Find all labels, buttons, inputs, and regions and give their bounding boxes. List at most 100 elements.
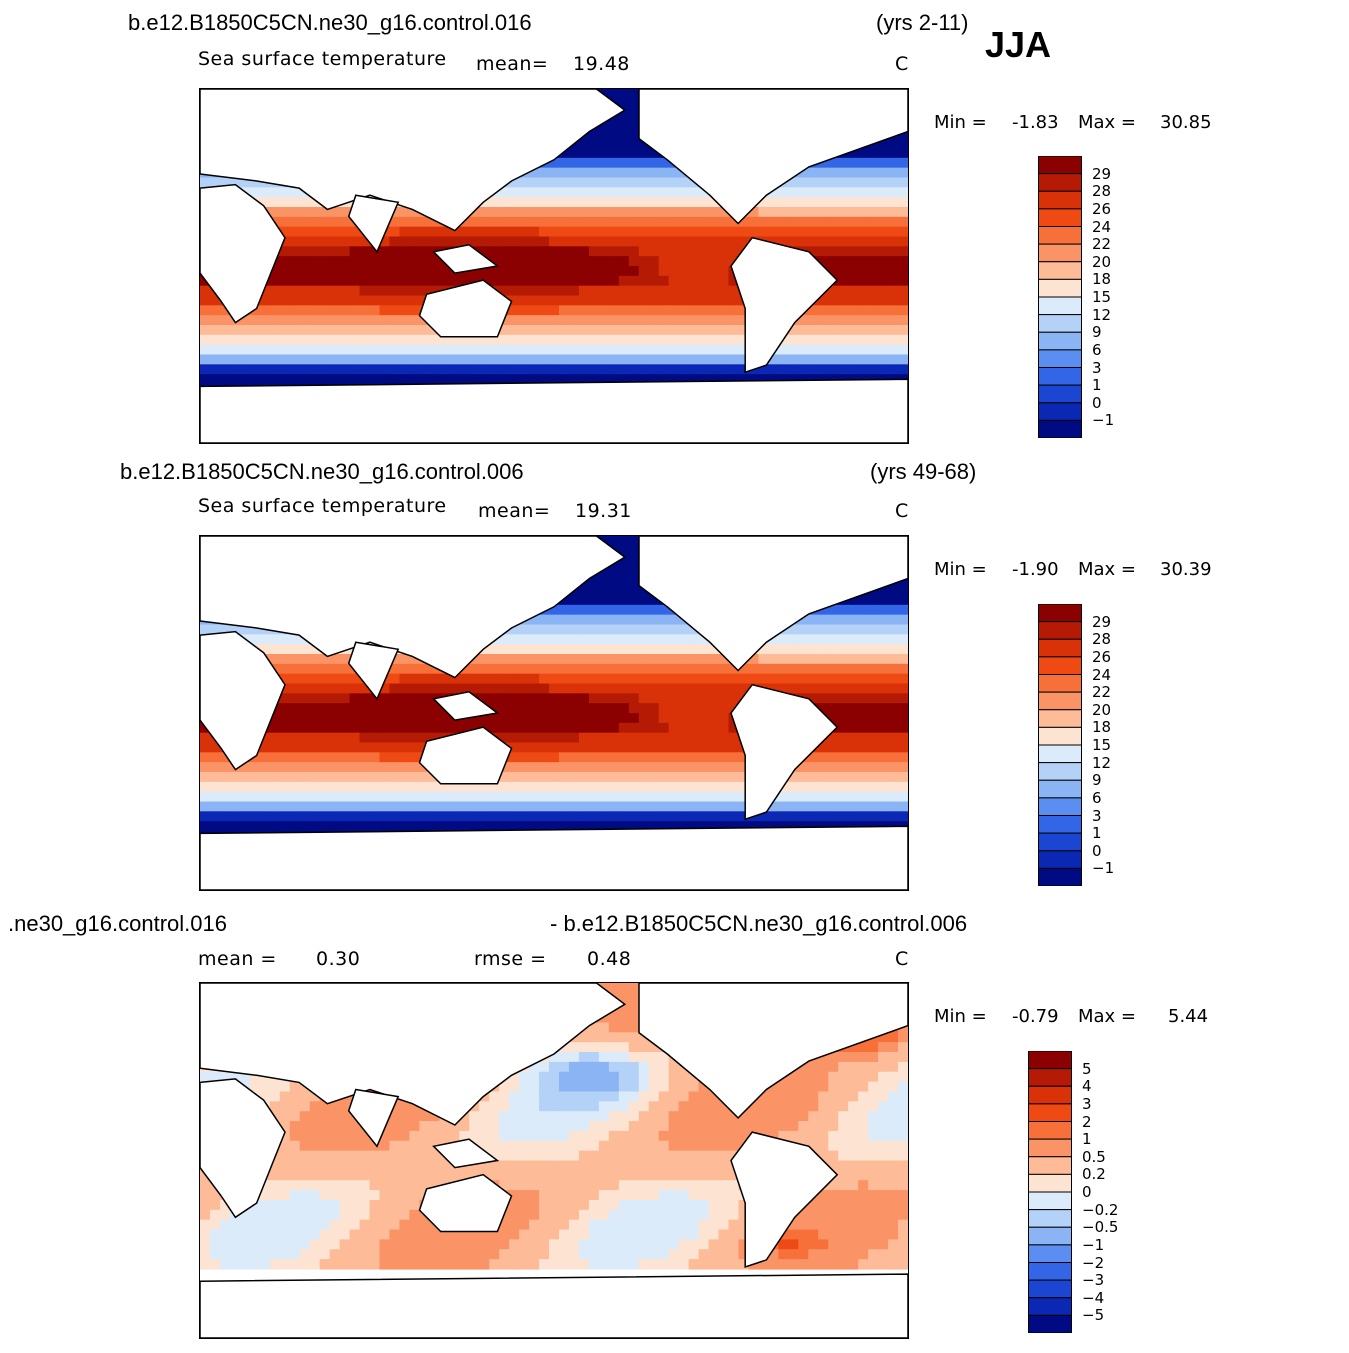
field-cell: [878, 673, 889, 685]
field-cell: [858, 604, 869, 616]
field-cell: [848, 762, 859, 773]
field-cell: [668, 344, 680, 356]
field-cell: [898, 325, 908, 336]
field-cell: [698, 811, 710, 822]
field-cell: [838, 663, 849, 675]
field-cell: [369, 752, 381, 763]
field-cell: [499, 226, 510, 238]
field-cell: [568, 821, 580, 832]
field-cell: [598, 207, 610, 218]
field-cell: [558, 285, 570, 297]
field-cell: [668, 374, 680, 385]
field-cell: [648, 791, 660, 803]
field-cell: [738, 305, 750, 316]
field-cell: [499, 187, 510, 198]
field-cell: [319, 354, 331, 365]
field-cell: [708, 315, 720, 326]
field-cell: [848, 732, 859, 744]
field-cell: [519, 236, 530, 247]
field-cell: [658, 703, 670, 714]
field-cell: [568, 325, 580, 336]
field-cell: [459, 663, 470, 675]
field-cell: [758, 821, 769, 832]
field-cell: [778, 663, 789, 675]
field-cell: [369, 305, 381, 316]
field-cell: [399, 811, 411, 822]
field-cell: [489, 246, 500, 257]
panel2-map: [199, 535, 909, 891]
field-cell: [339, 207, 351, 218]
field-cell: [399, 762, 411, 773]
field-cell: [359, 315, 371, 326]
field-cell: [848, 295, 859, 306]
field-cell: [808, 752, 819, 763]
field-cell: [708, 285, 720, 297]
field-cell: [798, 634, 809, 645]
field-cell: [539, 187, 550, 198]
field-cell: [259, 187, 271, 198]
field-cell: [688, 275, 700, 287]
field-cell: [529, 801, 540, 812]
field-cell: [259, 742, 271, 753]
field-cell: [359, 325, 371, 336]
field-cell: [628, 624, 640, 635]
field-cell: [848, 177, 859, 188]
field-cell: [608, 624, 620, 635]
field-cell: [369, 722, 381, 734]
field-cell: [828, 256, 839, 267]
field-cell: [369, 791, 381, 803]
field-cell: [519, 801, 530, 812]
colorbar-label: 22: [1092, 235, 1112, 254]
field-cell: [539, 722, 550, 734]
field-cell: [459, 791, 470, 803]
field-cell: [618, 811, 630, 822]
field-cell: [239, 781, 251, 793]
field-cell: [479, 207, 490, 218]
field-cell: [289, 266, 301, 277]
field-cell: [798, 811, 809, 822]
field-cell: [628, 811, 640, 822]
field-cell: [898, 683, 908, 694]
field-cell: [618, 177, 630, 188]
field-cell: [349, 374, 361, 385]
field-cell: [658, 722, 670, 734]
field-cell: [539, 791, 550, 803]
field-cell: [838, 673, 849, 685]
field-cell: [718, 246, 730, 257]
field-cell: [858, 772, 869, 783]
field-cell: [319, 732, 331, 744]
field-cell: [658, 742, 670, 753]
field-cell: [419, 663, 430, 675]
field-cell: [738, 216, 750, 228]
field-cell: [658, 216, 670, 228]
field-cell: [748, 216, 760, 228]
field-cell: [558, 722, 570, 734]
field-cell: [718, 811, 730, 822]
field-cell: [409, 315, 420, 326]
field-cell: [359, 801, 371, 812]
field-cell: [578, 266, 590, 277]
field-cell: [578, 585, 590, 596]
field-cell: [838, 614, 849, 626]
field-cell: [568, 148, 580, 159]
field-cell: [369, 325, 381, 336]
field-cell: [848, 604, 859, 616]
field-cell: [449, 275, 460, 287]
field-cell: [409, 344, 420, 356]
field-cell: [578, 187, 590, 198]
field-cell: [549, 354, 560, 365]
field-cell: [339, 344, 351, 356]
field-cell: [898, 148, 908, 159]
field-cell: [698, 703, 710, 714]
field-cell: [259, 762, 271, 773]
field-cell: [688, 821, 700, 832]
field-cell: [698, 644, 710, 655]
field-cell: [399, 742, 411, 753]
field-cell: [718, 713, 730, 724]
field-cell: [399, 275, 411, 287]
field-cell: [598, 683, 610, 694]
field-cell: [668, 811, 680, 822]
field-cell: [369, 374, 381, 385]
field-cell: [878, 364, 889, 375]
panel2-years: (yrs 49-68): [870, 459, 977, 484]
